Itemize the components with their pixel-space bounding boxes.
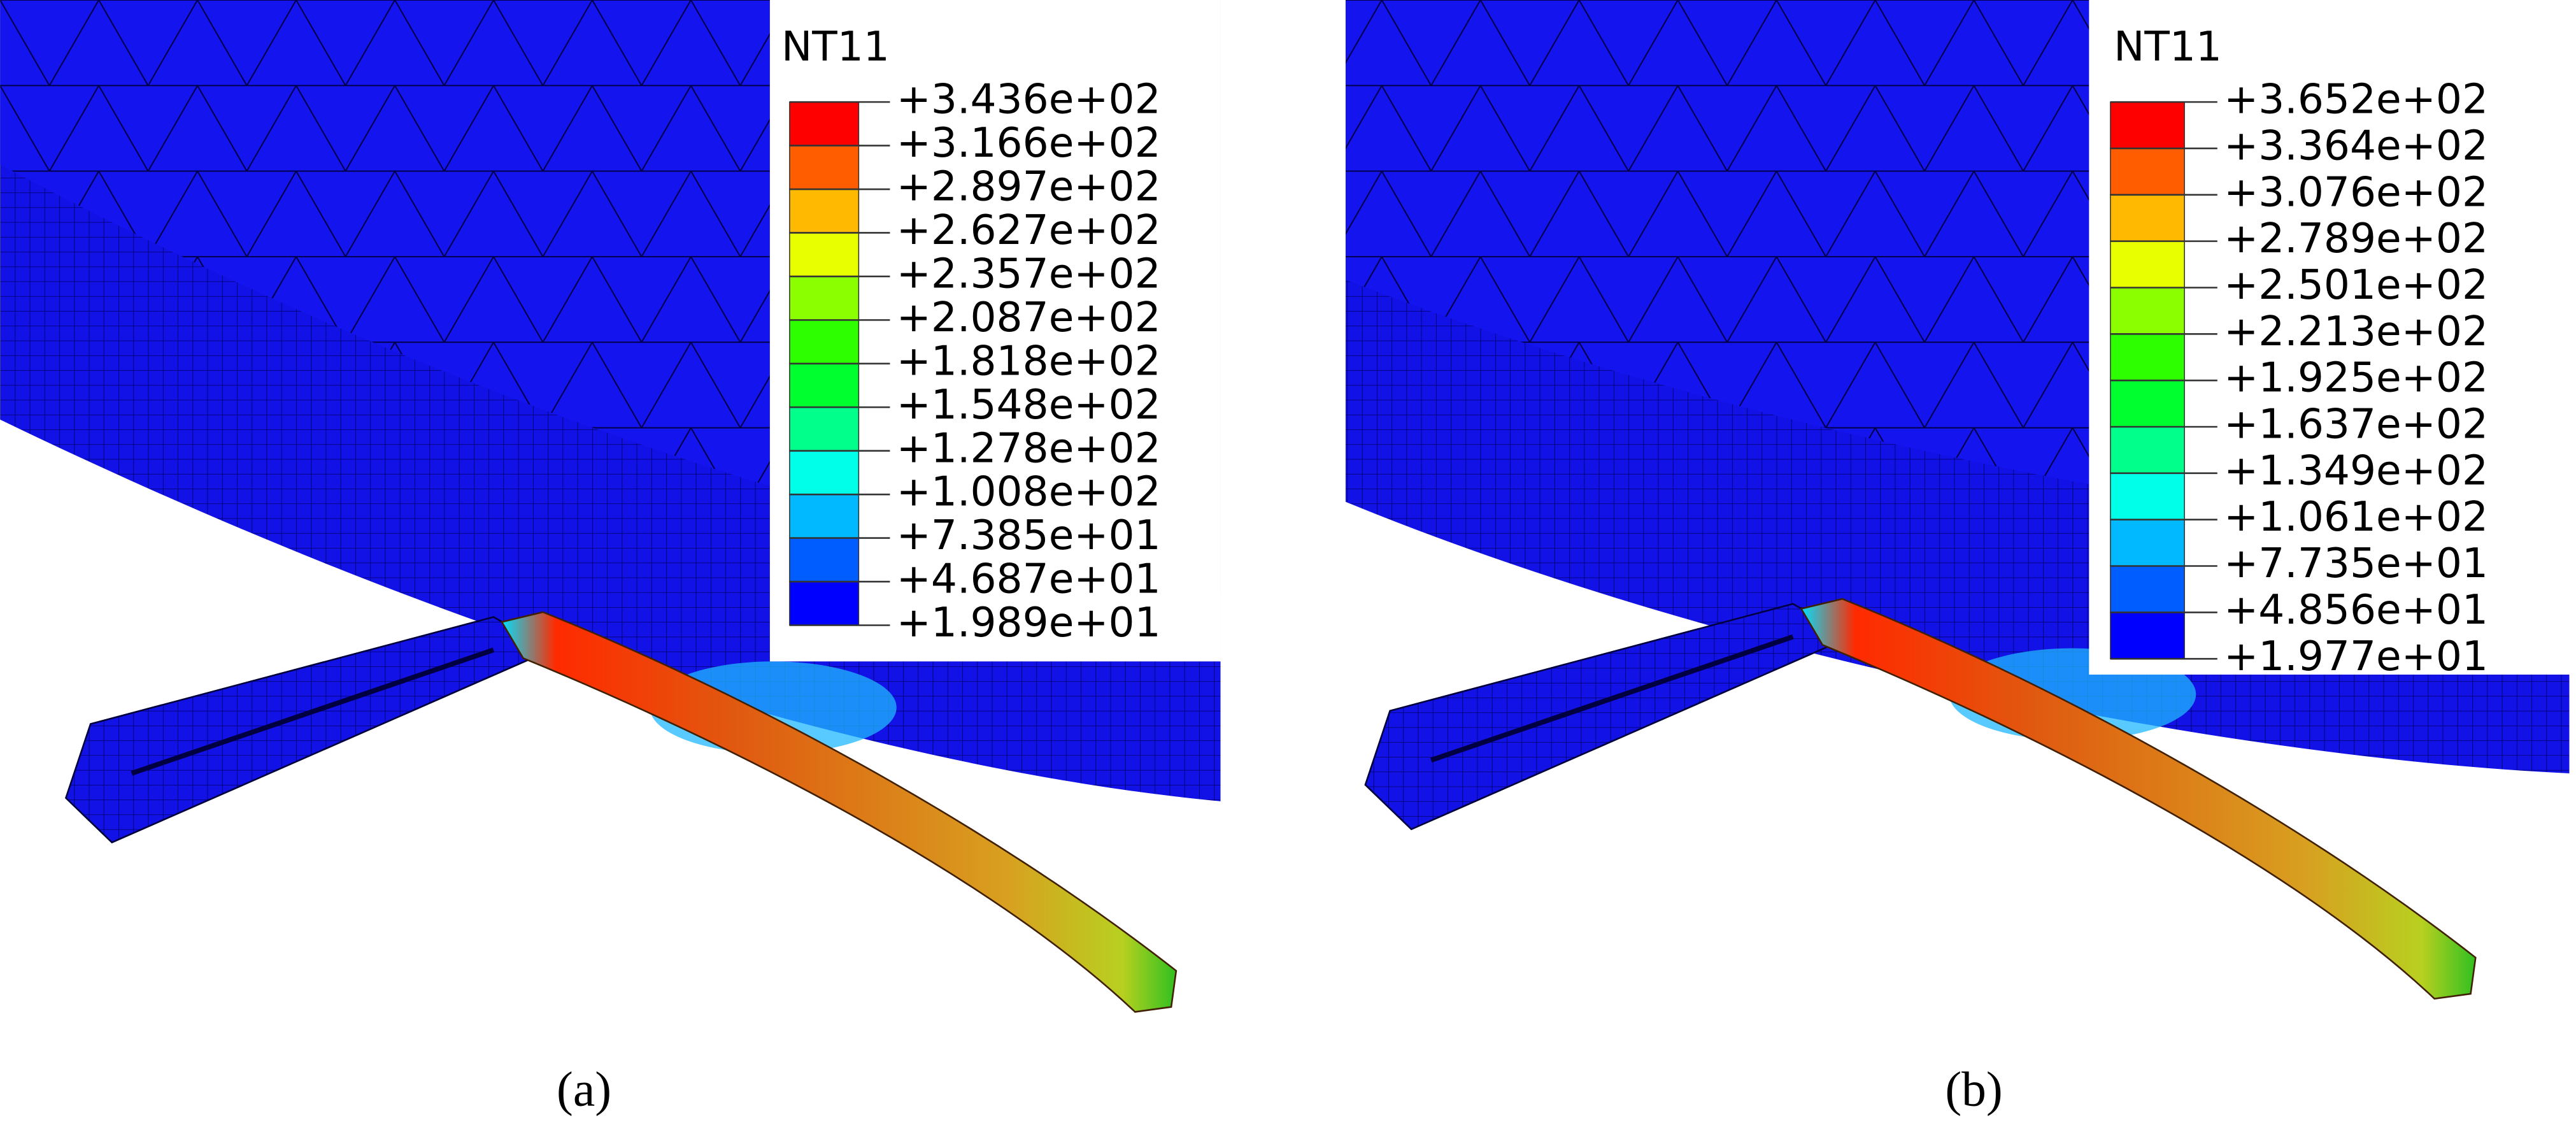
legend-swatch (789, 450, 860, 495)
legend-swatch (789, 406, 860, 452)
legend-label: +4.687e+01 (897, 555, 1161, 603)
legend-swatch (2110, 240, 2185, 289)
legend-swatch (2110, 148, 2185, 196)
caption: (a) (557, 1061, 611, 1116)
legend-label: +2.627e+02 (897, 206, 1161, 254)
legend-swatch (2110, 426, 2185, 474)
legend-swatch (2110, 194, 2185, 242)
legend-swatch (789, 276, 860, 321)
legend-swatch (789, 101, 860, 147)
legend-swatch (789, 537, 860, 582)
legend-label: +1.925e+02 (2224, 354, 2488, 402)
legend-label: +1.349e+02 (2224, 447, 2488, 494)
legend-label: +3.076e+02 (2224, 168, 2488, 216)
legend-label: +1.989e+01 (897, 599, 1161, 647)
legend-swatch (789, 145, 860, 190)
legend-label: +2.789e+02 (2224, 215, 2488, 262)
legend-swatch (789, 319, 860, 364)
legend-swatch (2110, 333, 2185, 381)
legend-swatch (789, 581, 860, 626)
legend-title: NT11 (781, 23, 890, 71)
legend-label: +3.364e+02 (2224, 122, 2488, 170)
legend-label: +3.652e+02 (2224, 76, 2488, 124)
legend-label: +7.385e+01 (897, 512, 1161, 559)
legend-label: +3.436e+02 (897, 76, 1161, 124)
legend-label: +2.897e+02 (897, 163, 1161, 211)
legend-swatch (2110, 612, 2185, 659)
legend-label: +1.008e+02 (897, 468, 1161, 516)
legend-swatch (2110, 287, 2185, 335)
legend-label: +7.735e+01 (2224, 540, 2488, 587)
legend-label: +3.166e+02 (897, 119, 1161, 167)
legend-label: +2.087e+02 (897, 294, 1161, 341)
legend-label: +2.501e+02 (2224, 261, 2488, 309)
legend-label: +1.548e+02 (897, 381, 1161, 429)
caption: (b) (1945, 1061, 2002, 1116)
legend-swatch (2110, 519, 2185, 567)
legend-swatch (2110, 565, 2185, 613)
legend-label: +1.977e+01 (2224, 633, 2488, 680)
legend-label: +1.278e+02 (897, 424, 1161, 472)
legend-swatch (2110, 473, 2185, 520)
legend-swatch (789, 189, 860, 234)
legend-swatch (789, 232, 860, 277)
legend-label: +1.637e+02 (2224, 401, 2488, 448)
legend-label: +2.213e+02 (2224, 308, 2488, 355)
legend-label: +1.061e+02 (2224, 493, 2488, 541)
legend-label: +2.357e+02 (897, 250, 1161, 297)
legend-swatch (2110, 380, 2185, 427)
legend-label: +1.818e+02 (897, 337, 1161, 385)
legend-title: NT11 (2114, 23, 2222, 71)
legend-swatch (2110, 101, 2185, 149)
legend-label: +4.856e+01 (2224, 586, 2488, 634)
legend-swatch (789, 363, 860, 408)
legend-swatch (789, 494, 860, 539)
